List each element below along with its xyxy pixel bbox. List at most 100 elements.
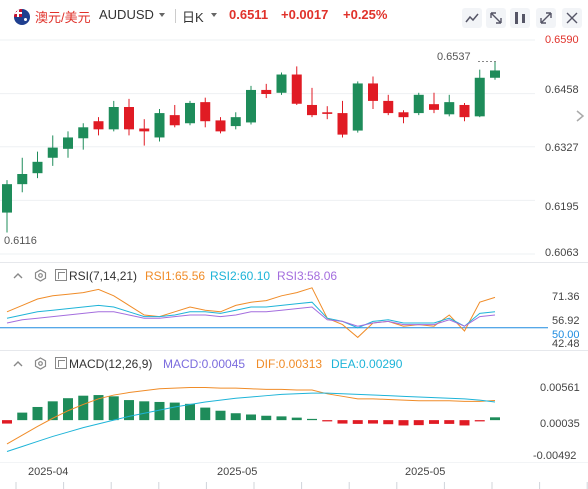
macd-histogram-bar <box>352 420 363 424</box>
pair-name[interactable]: 澳元/美元 <box>35 10 91 25</box>
macd-histogram-bar <box>215 410 226 421</box>
candle-body <box>276 74 287 93</box>
flag-icon <box>14 9 30 25</box>
macd-histogram-bar <box>78 395 89 421</box>
rsi-pane[interactable]: RSI(7,14,21) RSI1:65.56 RSI2:60.10 RSI3:… <box>0 262 588 351</box>
candle-body <box>429 104 439 110</box>
high-price-label: 0.6537 <box>437 51 471 63</box>
settings-icon[interactable] <box>34 269 47 282</box>
y-tick-label: 0.6327 <box>545 142 579 154</box>
candle-body <box>307 104 317 116</box>
price-change: +0.0017 <box>281 7 329 22</box>
candle-body <box>32 161 43 174</box>
macd-chart <box>2 387 500 452</box>
fullscreen-icon[interactable] <box>536 8 556 28</box>
candle-body <box>368 83 378 101</box>
dea-line <box>6 392 496 452</box>
line-chart-icon[interactable] <box>462 8 482 28</box>
macd-histogram-bar <box>474 420 485 422</box>
candle-body <box>139 128 150 132</box>
macd-histogram-bar <box>17 412 28 421</box>
x-tick-label: 2025-05 <box>405 466 446 478</box>
rsi-line-rsi1 <box>6 287 496 339</box>
collapse-icon[interactable] <box>12 358 24 370</box>
main-chart-pane[interactable]: 0.6590 0.6458 0.6327 0.6195 0.6063 0.653… <box>0 34 588 262</box>
candle-body <box>185 102 195 124</box>
candle-body <box>474 77 485 117</box>
macd-histogram-bar <box>185 403 195 421</box>
macd-y-tick: 0.00035 <box>540 418 580 430</box>
candle-body <box>47 147 58 158</box>
collapse-icon[interactable] <box>12 270 24 282</box>
y-tick-label: 0.6590 <box>545 34 579 46</box>
macd-histogram-bar <box>291 417 302 421</box>
candle-body <box>169 115 180 126</box>
dif-legend: DIF:0.00313 <box>256 357 323 371</box>
rsi1-legend: RSI1:65.56 <box>145 269 206 283</box>
macd-histogram-bar <box>124 400 134 421</box>
macd-histogram-bar <box>398 420 409 426</box>
period-label[interactable]: 日K <box>182 10 204 25</box>
macd-histogram-bar <box>337 420 348 424</box>
candle-body <box>291 74 302 104</box>
price-change-pct: +0.25% <box>343 7 388 22</box>
macd-histogram-bar <box>32 406 43 421</box>
settings-icon[interactable] <box>34 357 47 370</box>
rsi-y-tick: 56.92 <box>552 315 580 327</box>
indicator-icon[interactable] <box>55 357 67 369</box>
candle-body <box>490 70 500 78</box>
macd-histogram-bar <box>276 416 287 421</box>
rsi2-legend: RSI2:60.10 <box>210 269 271 283</box>
expand-icon[interactable] <box>486 8 506 28</box>
y-tick-label: 0.6195 <box>545 201 579 213</box>
low-price-label: 0.6116 <box>4 235 37 247</box>
candle-body <box>246 89 256 123</box>
rsi-line-rsi2 <box>6 301 496 329</box>
candle-body <box>322 112 333 114</box>
macd-histogram-bar <box>246 414 256 421</box>
candle-body <box>124 107 134 130</box>
macd-histogram-bar <box>200 407 211 421</box>
macd-histogram-bar <box>230 413 241 421</box>
dropdown-icon[interactable] <box>211 13 217 17</box>
macd-pane[interactable]: MACD(12,26,9) MACD:0.00045 DIF:0.00313 D… <box>0 350 588 463</box>
macd-histogram-bar <box>368 420 378 424</box>
macd-histogram-bar <box>169 402 180 421</box>
candle-body <box>17 174 28 185</box>
x-tick-label: 2025-05 <box>217 466 258 478</box>
macd-histogram-bar <box>444 420 455 424</box>
collapse-right-icon[interactable] <box>574 108 586 124</box>
macd-histogram-bar <box>322 420 333 422</box>
candle-body <box>261 89 272 95</box>
macd-histogram-bar <box>139 401 150 421</box>
rsi-indicator-title: RSI(7,14,21) <box>69 269 138 283</box>
x-axis: 2025-04 2025-05 2025-05 <box>0 462 588 489</box>
macd-legend: MACD:0.00045 <box>163 357 246 371</box>
macd-histogram-bar <box>93 395 104 421</box>
settings-icon[interactable] <box>510 8 530 28</box>
dropdown-icon[interactable] <box>159 13 165 17</box>
candle-body <box>352 83 363 131</box>
chart-header: 澳元/美元 AUDUSD 日K 0.6511 +0.0017 +0.25% <box>0 0 588 34</box>
y-tick-label: 0.6458 <box>545 84 579 96</box>
macd-indicator-title: MACD(12,26,9) <box>69 357 153 371</box>
candle-body <box>63 137 73 149</box>
macd-histogram-bar <box>413 420 424 426</box>
candle-body <box>93 121 104 130</box>
candle-body <box>108 107 119 130</box>
dif-line <box>6 387 496 445</box>
y-tick-label: 0.6063 <box>545 247 579 259</box>
minimize-icon[interactable] <box>562 8 582 28</box>
macd-histogram-bar <box>2 420 12 424</box>
rsi3-legend: RSI3:58.06 <box>277 269 338 283</box>
candlestick-chart[interactable] <box>0 34 588 262</box>
macd-y-tick: 0.00561 <box>540 382 580 394</box>
candle-body <box>215 120 226 132</box>
symbol-code[interactable]: AUDUSD <box>99 7 154 22</box>
indicator-icon[interactable] <box>55 269 67 281</box>
macd-y-tick: -0.00492 <box>533 450 577 462</box>
rsi-y-tick: 42.48 <box>552 338 580 350</box>
candle-body <box>154 113 165 138</box>
candle-body <box>200 102 211 122</box>
rsi-y-tick: 71.36 <box>552 291 580 303</box>
